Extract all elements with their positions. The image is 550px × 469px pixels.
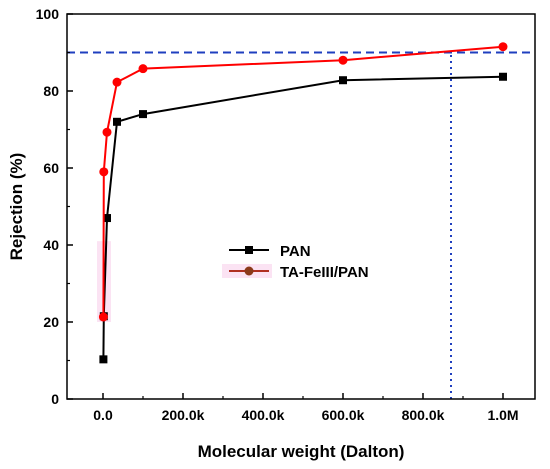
y-tick-label: 100 <box>36 6 60 22</box>
y-tick-label: 20 <box>43 314 59 330</box>
x-tick-label: 200.0k <box>162 407 205 423</box>
series-pan <box>99 72 507 364</box>
y-axis-title: Rejection (%) <box>7 153 26 261</box>
data-point-pan <box>99 355 108 364</box>
legend: PAN TA-FeIII/PAN <box>222 243 369 281</box>
data-point-pan <box>139 110 147 119</box>
data-point-ta-feiii-pan <box>98 312 108 322</box>
x-tick-label: 600.0k <box>322 407 365 423</box>
series-line-pan <box>102 75 504 360</box>
y-tick-label: 60 <box>43 160 59 176</box>
data-point-ta-feiii-pan <box>99 167 109 177</box>
data-point-ta-feiii-pan <box>102 127 112 137</box>
data-point-ta-feiii-pan <box>112 77 122 87</box>
y-axis-ticks: 0 20 40 60 80 100 <box>36 6 73 407</box>
legend-marker-ta-feiii-pan <box>244 266 254 276</box>
data-point-pan <box>339 76 347 85</box>
legend-marker-pan <box>245 246 253 254</box>
series-layer <box>98 42 508 364</box>
data-point-ta-feiii-pan <box>338 55 348 65</box>
data-point-pan <box>499 72 507 81</box>
x-tick-label: 800.0k <box>402 407 445 423</box>
data-point-ta-feiii-pan <box>138 64 148 74</box>
legend-label-pan: PAN <box>280 243 311 260</box>
x-axis-title: Molecular weight (Dalton) <box>198 442 405 461</box>
reference-lines <box>67 51 535 399</box>
legend-label-ta-feiii-pan: TA-FeIII/PAN <box>280 264 369 281</box>
x-axis-ticks: 0.0 200.0k 400.0k 600.0k 800.0k 1.0M <box>93 393 519 423</box>
data-point-pan <box>103 214 111 223</box>
x-tick-label: 400.0k <box>242 407 285 423</box>
x-tick-label: 0.0 <box>93 407 113 423</box>
y-tick-label: 40 <box>43 237 59 253</box>
data-point-pan <box>113 117 121 126</box>
x-tick-label: 1.0M <box>487 407 518 423</box>
y-tick-label: 0 <box>51 391 59 407</box>
series-ta-feiii-pan <box>98 42 508 322</box>
data-point-ta-feiii-pan <box>498 42 508 52</box>
y-tick-label: 80 <box>43 83 59 99</box>
